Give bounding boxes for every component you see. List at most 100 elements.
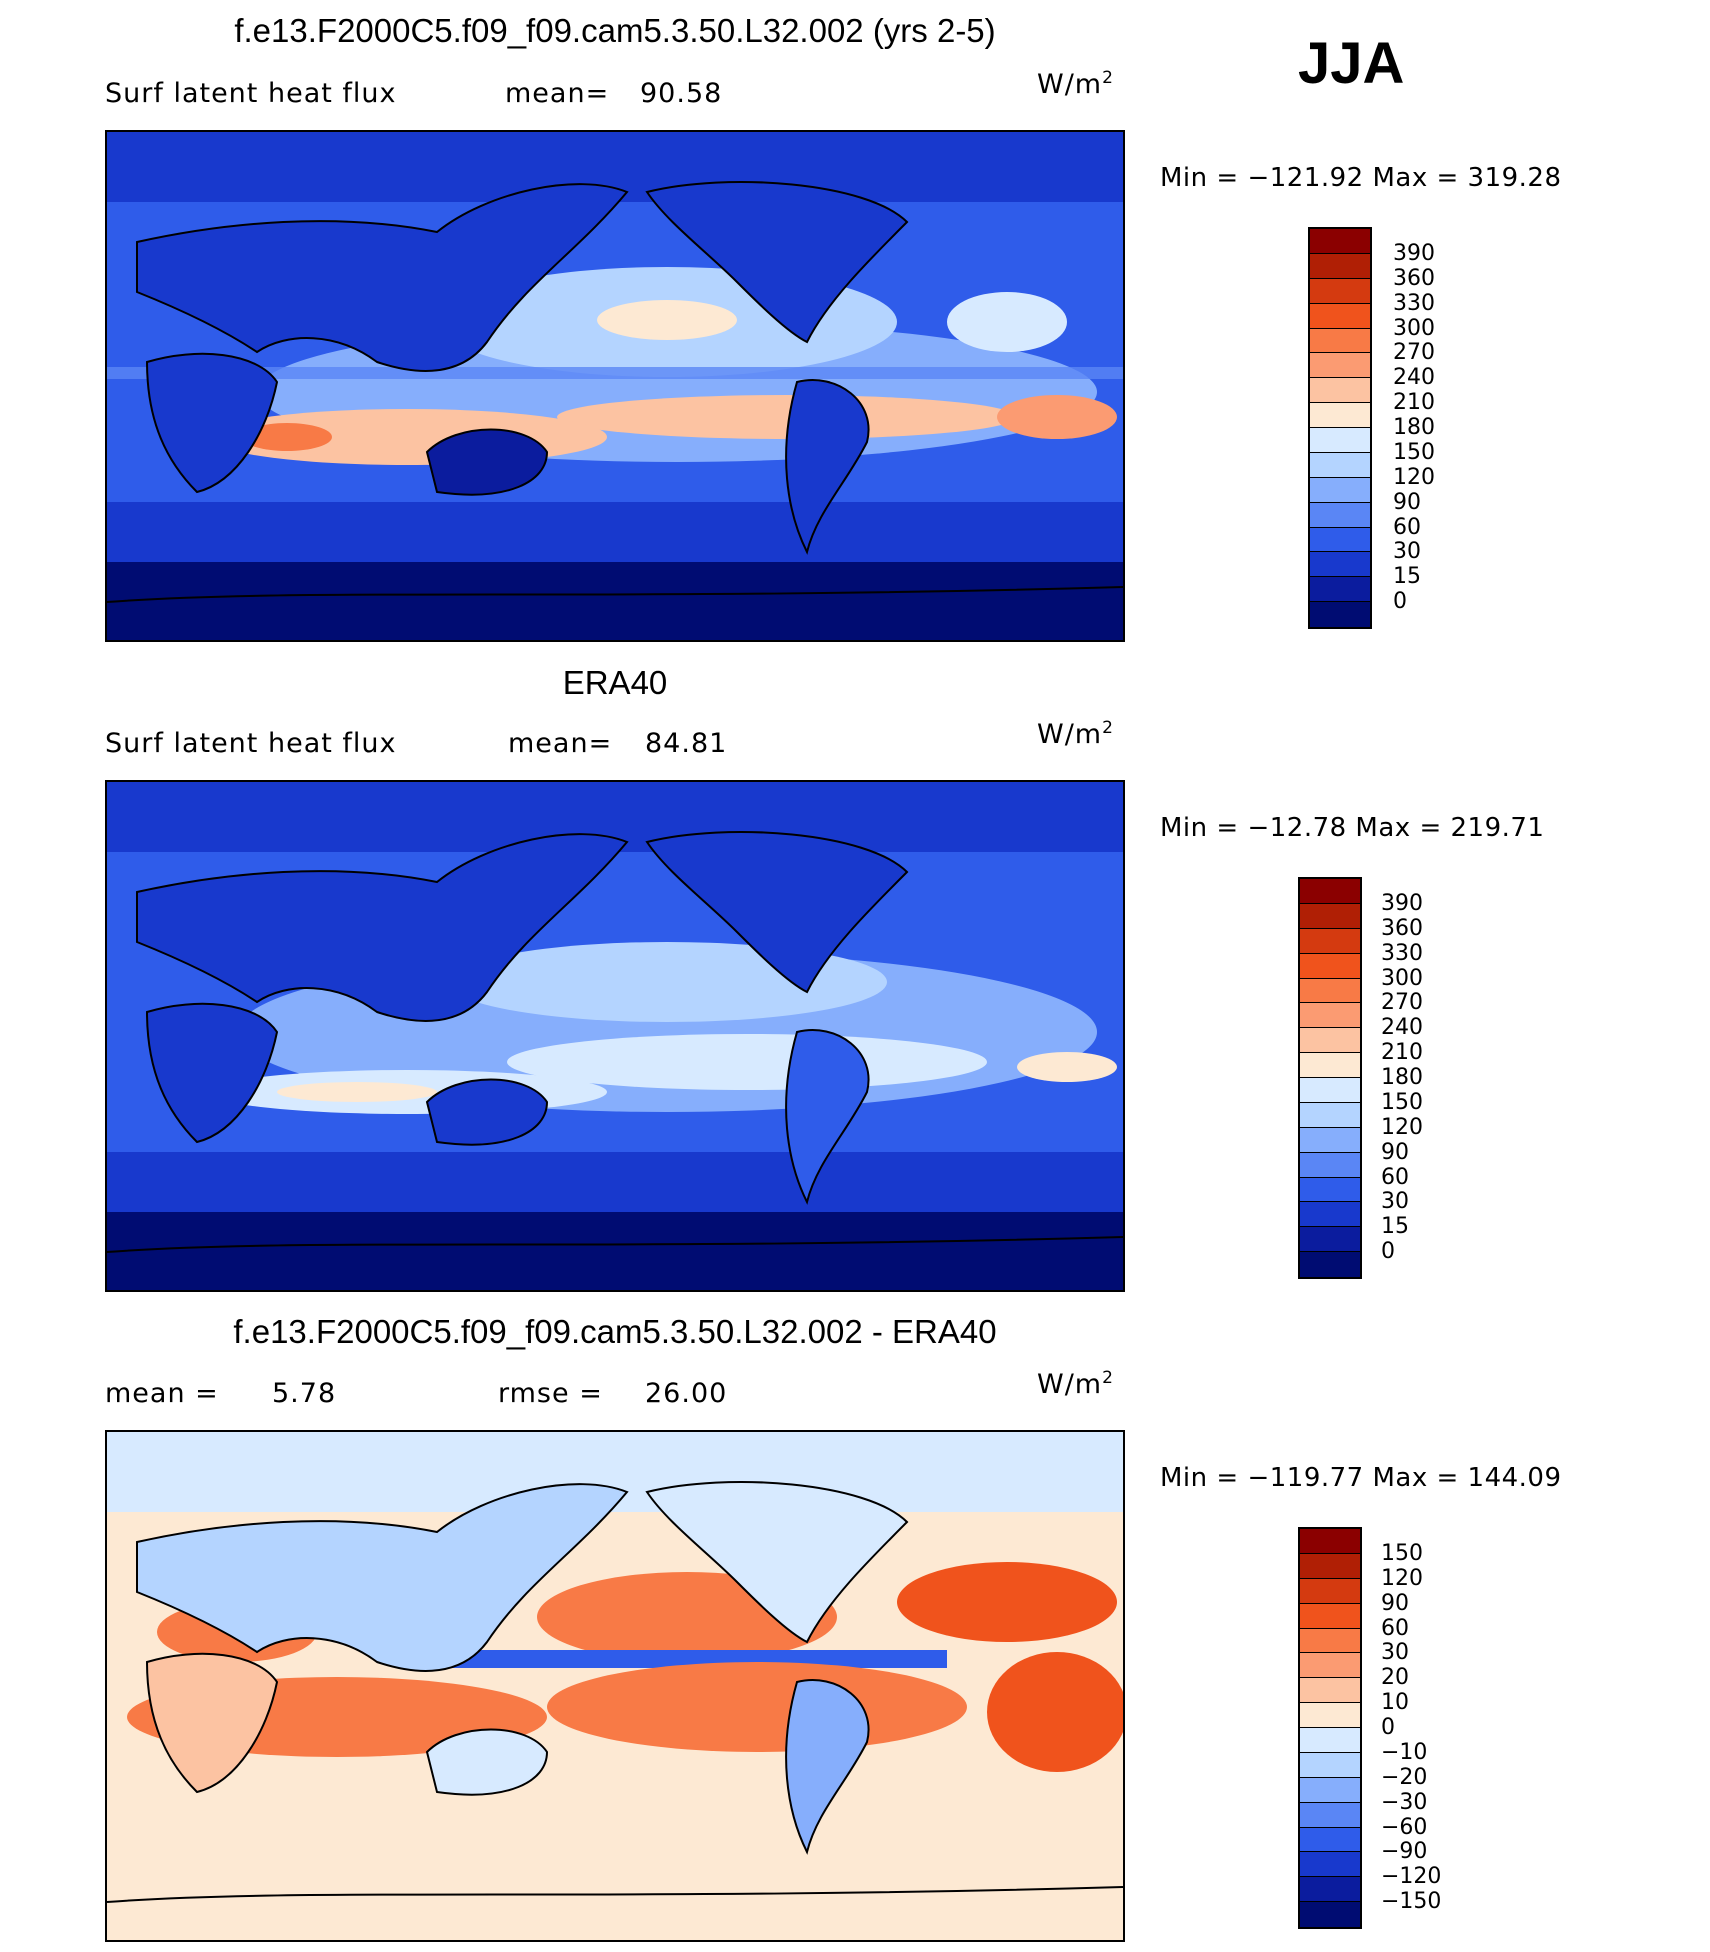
colorbar-segment xyxy=(1310,477,1370,503)
colorbar-tick-label: −150 xyxy=(1381,1889,1442,1915)
eurasia-landmass xyxy=(136,183,629,372)
colorbar-segment xyxy=(1300,1227,1360,1253)
colorbar-segment xyxy=(1310,353,1370,379)
colorbar-segment xyxy=(1310,602,1370,627)
colorbar-segment xyxy=(1300,1553,1360,1579)
panel-3-mean-label: mean = xyxy=(105,1378,219,1409)
colorbar-segment xyxy=(1300,1852,1360,1878)
panel-3-rmse-value: 26.00 xyxy=(645,1378,728,1409)
colorbar-tick-label: 0 xyxy=(1393,589,1407,615)
colorbar-segment xyxy=(1310,552,1370,578)
south-america-landmass xyxy=(785,1029,870,1205)
colorbar-segment xyxy=(1300,1053,1360,1078)
antarctica-coast xyxy=(107,1886,1123,1903)
panel-3-colorbar xyxy=(1298,1527,1362,1929)
north-america-landmass xyxy=(645,1481,909,1644)
colorbar-tick-label: 60 xyxy=(1381,1164,1409,1190)
panel-1-units: W/m2 xyxy=(1037,68,1114,100)
colorbar-segment xyxy=(1300,1578,1360,1604)
panel-1-variable-label: Surf latent heat flux xyxy=(105,78,397,109)
colorbar-segment xyxy=(1300,1252,1360,1277)
panel-1-min-max: Min = −121.92 Max = 319.28 xyxy=(1160,163,1562,193)
panel-1-map xyxy=(105,130,1125,642)
colorbar-segment xyxy=(1300,1902,1360,1927)
indian-ocean-max xyxy=(242,423,332,451)
panel-1-colorbar xyxy=(1308,227,1372,629)
panel-1-title: f.e13.F2000C5.f09_f09.cam5.3.50.L32.002 … xyxy=(234,12,996,49)
indian-ocean-max xyxy=(277,1082,437,1102)
colorbar-segment xyxy=(1300,1003,1360,1029)
colorbar-tick-label: 390 xyxy=(1381,890,1423,916)
colorbar-segment xyxy=(1300,1877,1360,1903)
equatorial-negative xyxy=(407,1650,947,1668)
panel-2-title: ERA40 xyxy=(562,664,668,701)
antarctic-band xyxy=(107,562,1123,640)
colorbar-tick-label: 240 xyxy=(1393,365,1435,391)
north-america-landmass xyxy=(645,831,909,994)
colorbar-tick-label: 30 xyxy=(1381,1189,1409,1215)
colorbar-segment xyxy=(1300,1177,1360,1203)
panel-2-map-svg xyxy=(107,782,1123,1290)
panel-2-mean-label: mean= xyxy=(508,728,613,759)
colorbar-tick-label: −90 xyxy=(1381,1839,1428,1865)
colorbar-tick-label: −10 xyxy=(1381,1739,1428,1765)
north-pacific-max xyxy=(597,300,737,340)
colorbar-segment xyxy=(1300,1028,1360,1054)
colorbar-segment xyxy=(1300,953,1360,979)
colorbar-tick-label: 150 xyxy=(1381,1540,1423,1566)
colorbar-tick-label: 0 xyxy=(1381,1239,1395,1265)
colorbar-segment xyxy=(1300,1678,1360,1704)
colorbar-tick-label: 300 xyxy=(1381,965,1423,991)
panel-1-map-svg xyxy=(107,132,1123,640)
colorbar-segment xyxy=(1310,229,1370,254)
colorbar-tick-label: 30 xyxy=(1393,539,1421,565)
africa-landmass xyxy=(145,1652,279,1794)
colorbar-tick-label: 0 xyxy=(1381,1715,1395,1740)
season-label: JJA xyxy=(1298,31,1405,96)
colorbar-segment xyxy=(1300,1603,1360,1629)
colorbar-tick-label: 390 xyxy=(1393,240,1435,266)
colorbar-tick-label: 120 xyxy=(1393,464,1435,490)
antarctica-coast xyxy=(107,586,1123,603)
colorbar-tick-label: 300 xyxy=(1393,315,1435,341)
panel-3-title: f.e13.F2000C5.f09_f09.cam5.3.50.L32.002 … xyxy=(233,1313,997,1350)
north-america-landmass xyxy=(645,181,909,344)
south-pacific-positive xyxy=(547,1662,967,1752)
colorbar-tick-label: 90 xyxy=(1393,489,1421,515)
panel-3-rmse-label: rmse = xyxy=(498,1378,603,1409)
colorbar-segment xyxy=(1310,253,1370,279)
colorbar-tick-label: −20 xyxy=(1381,1764,1428,1790)
panel-2-colorbar xyxy=(1298,877,1362,1279)
colorbar-segment xyxy=(1310,403,1370,428)
colorbar-tick-label: −120 xyxy=(1381,1864,1442,1890)
colorbar-segment xyxy=(1300,1628,1360,1654)
colorbar-tick-label: 90 xyxy=(1381,1139,1409,1165)
colorbar-segment xyxy=(1300,903,1360,929)
africa-landmass xyxy=(145,1002,279,1144)
eurasia-landmass xyxy=(136,1483,629,1672)
colorbar-tick-label: 60 xyxy=(1393,514,1421,540)
australia-landmass xyxy=(425,1728,549,1796)
colorbar-tick-label: 270 xyxy=(1381,990,1423,1016)
colorbar-segment xyxy=(1300,1802,1360,1828)
antarctica-coast xyxy=(107,1236,1123,1253)
colorbar-segment xyxy=(1300,1152,1360,1178)
antarctic-band xyxy=(107,1212,1123,1290)
atlantic-max xyxy=(1017,1052,1117,1082)
colorbar-tick-label: 120 xyxy=(1381,1114,1423,1140)
colorbar-tick-label: 20 xyxy=(1381,1665,1409,1691)
colorbar-segment xyxy=(1300,1827,1360,1853)
australia-landmass xyxy=(425,1078,549,1146)
colorbar-segment xyxy=(1300,928,1360,954)
panel-3-map xyxy=(105,1430,1125,1942)
colorbar-tick-label: 360 xyxy=(1393,265,1435,291)
colorbar-tick-label: −60 xyxy=(1381,1814,1428,1840)
north-atlantic-high xyxy=(947,292,1067,352)
colorbar-tick-label: 240 xyxy=(1381,1015,1423,1041)
atlantic-positive xyxy=(987,1652,1123,1772)
colorbar-tick-label: 150 xyxy=(1393,439,1435,465)
colorbar-tick-label: 180 xyxy=(1393,415,1435,440)
colorbar-tick-label: 150 xyxy=(1381,1089,1423,1115)
panel-2-variable-label: Surf latent heat flux xyxy=(105,728,397,759)
colorbar-segment xyxy=(1300,1703,1360,1728)
